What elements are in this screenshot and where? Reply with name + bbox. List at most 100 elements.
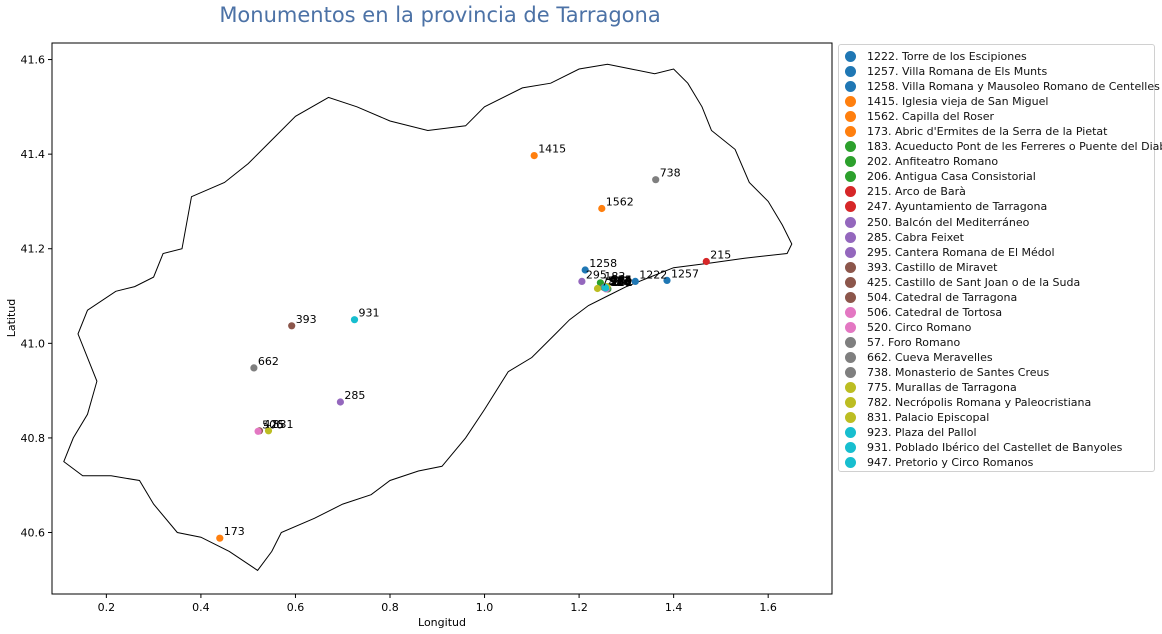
legend-marker-icon (845, 231, 856, 243)
data-point (601, 283, 609, 292)
y-tick-label: 40.6 (21, 527, 46, 540)
legend-marker-icon (845, 382, 856, 394)
point-label: 947 (609, 275, 630, 288)
legend-label: 1562. Capilla del Roser (867, 110, 994, 124)
data-point (631, 277, 639, 285)
legend-item: 504. Catedral de Tarragona (839, 290, 1154, 305)
legend-item: 1222. Torre de los Escipiones (839, 49, 1154, 64)
data-point (264, 427, 273, 435)
legend-item: 738. Monasterio de Santes Creus (839, 365, 1154, 380)
legend-item: 202. Anfiteatro Romano (839, 154, 1154, 169)
point-label: 206 (611, 275, 632, 288)
point-label: 1415 (538, 143, 566, 156)
x-axis-label: Longitud (418, 616, 466, 629)
point-label: 173 (224, 525, 245, 538)
legend-label: 662. Cueva Meravelles (867, 350, 993, 364)
y-tick-label: 41.6 (21, 54, 46, 67)
legend-item: 1562. Capilla del Roser (839, 109, 1154, 124)
point-label: 775 (611, 274, 632, 287)
point-label: 831 (273, 418, 294, 431)
legend-label: 295. Cantera Romana de El Médol (867, 245, 1055, 259)
legend-item: 247. Ayuntamiento de Tarragona (839, 199, 1154, 214)
data-point (663, 276, 671, 284)
x-tick-label: 0.2 (98, 601, 116, 614)
plot-frame (51, 42, 833, 595)
legend-item: 931. Poblado Ibérico del Castellet de Ba… (839, 440, 1154, 455)
legend-marker-icon (845, 171, 856, 183)
point-label: 738 (660, 167, 681, 180)
point-label: 425 (264, 418, 285, 431)
legend-label: 57. Foro Romano (867, 335, 961, 349)
axis-ticks-layer: 0.2 0.4 0.6 0.8 1.0 1.2 1.4 1.6 40.6 40.8 41.0 41.2… (21, 54, 777, 614)
legend-label: 782. Necrópolis Romana y Paleocristiana (867, 396, 1092, 410)
legend-label: 285. Cabra Feixet (867, 230, 964, 244)
legend-label: 173. Abric d'Ermites de la Serra de la P… (867, 125, 1108, 139)
legend-item: 173. Abric d'Ermites de la Serra de la P… (839, 124, 1154, 139)
legend-item: 206. Antigua Casa Consistorial (839, 169, 1154, 184)
legend-marker-icon (845, 306, 856, 318)
legend-marker-icon (845, 126, 856, 138)
x-tick-label: 1.4 (665, 601, 683, 614)
legend-marker-icon (845, 367, 856, 378)
data-point (216, 534, 224, 542)
legend-label: 215. Arco de Barà (867, 185, 966, 199)
legend-item: 923. Plaza del Pallol (839, 425, 1154, 440)
legend-label: 831. Palacio Episcopal (867, 411, 990, 425)
point-label: 1222 (639, 268, 667, 281)
legend-item: 250. Balcón del Mediterráneo (839, 215, 1154, 230)
legend-label: 247. Ayuntamiento de Tarragona (867, 200, 1048, 214)
legend-marker-icon (845, 261, 856, 273)
legend-label: 506. Catedral de Tortosa (867, 305, 1003, 319)
legend-item: 947. Pretorio y Circo Romanos (839, 455, 1154, 470)
point-label: 504 (611, 274, 632, 287)
point-label: 931 (359, 307, 380, 320)
legend-label: 393. Castillo de Miravet (867, 260, 998, 274)
x-tick-label: 1.2 (570, 601, 588, 614)
point-label: 782 (602, 276, 623, 289)
data-point (593, 284, 602, 293)
data-point (250, 364, 258, 372)
legend-item: 520. Circo Romano (839, 320, 1154, 335)
data-point (288, 322, 296, 330)
point-label: 520 (610, 276, 631, 289)
legend-item: 215. Arco de Barà (839, 184, 1154, 199)
legend-label: 931. Poblado Ibérico del Castellet de Ba… (867, 441, 1123, 455)
legend-item: 393. Castillo de Miravet (839, 260, 1154, 275)
point-label: 1257 (671, 267, 699, 280)
point-label: 57 (608, 275, 622, 288)
legend-marker-icon (845, 186, 856, 198)
legend-marker-icon (845, 412, 856, 424)
x-tick-label: 0.6 (287, 601, 305, 614)
y-tick-label: 41.4 (21, 148, 46, 161)
point-label: 393 (296, 313, 317, 326)
x-tick-label: 0.4 (192, 601, 210, 614)
x-tick-label: 1.0 (476, 601, 494, 614)
data-point (581, 266, 589, 274)
y-tick-label: 41.0 (21, 337, 46, 350)
legend-item: 57. Foro Romano (839, 335, 1154, 350)
province-outline-layer (63, 63, 793, 572)
data-point (578, 277, 586, 285)
legend-marker-icon (845, 81, 856, 93)
legend-label: 1257. Villa Romana de Els Munts (867, 65, 1048, 79)
legend-marker-icon (845, 156, 856, 168)
legend-item: 285. Cabra Feixet (839, 230, 1154, 245)
data-point (530, 152, 538, 160)
legend-label: 183. Acueducto Pont de les Ferreres o Pu… (867, 140, 1162, 154)
legend-item: 425. Castillo de Sant Joan o de la Suda (839, 275, 1154, 290)
legend-item: 831. Palacio Episcopal (839, 410, 1154, 425)
legend-marker-icon (845, 216, 856, 228)
y-tick-label: 40.8 (21, 432, 46, 445)
legend-marker-icon (845, 66, 856, 78)
data-point (652, 176, 660, 184)
data-point (254, 427, 262, 435)
legend-item: 1257. Villa Romana de Els Munts (839, 64, 1154, 79)
y-axis-label: Latitud (5, 299, 18, 338)
x-tick-label: 1.6 (759, 601, 777, 614)
province-outline (63, 63, 793, 572)
legend-marker-icon (845, 141, 856, 153)
legend-item: 506. Catedral de Tortosa (839, 305, 1154, 320)
legend-item: 1415. Iglesia vieja de San Miguel (839, 94, 1154, 109)
